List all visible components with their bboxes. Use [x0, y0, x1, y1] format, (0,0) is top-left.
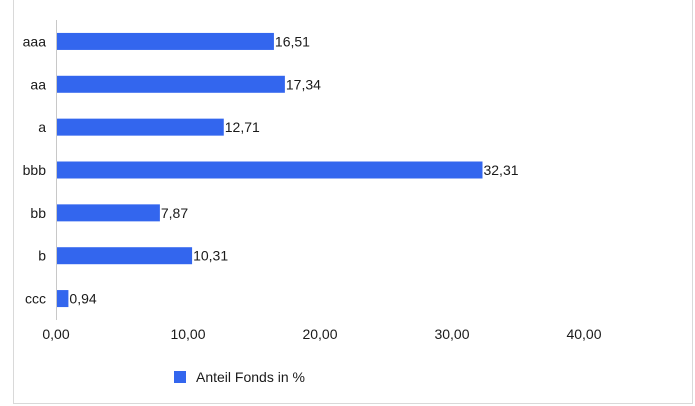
x-tick-label: 10,00: [170, 326, 205, 342]
data-label: 12,71: [225, 119, 260, 135]
legend-label: Anteil Fonds in %: [196, 369, 305, 385]
legend-swatch: [174, 371, 186, 383]
x-tick-label: 40,00: [566, 326, 601, 342]
category-label: bbb: [23, 162, 47, 178]
data-label: 0,94: [69, 291, 96, 307]
data-label: 16,51: [275, 33, 310, 49]
category-label: bb: [30, 205, 46, 221]
chart-frame: [13, 0, 693, 404]
category-label: aaa: [23, 33, 47, 49]
category-label: a: [38, 119, 46, 135]
x-tick-label: 20,00: [302, 326, 337, 342]
category-label: aa: [30, 76, 46, 92]
bar: [57, 75, 285, 93]
data-label: 17,34: [286, 76, 321, 92]
data-label: 10,31: [193, 248, 228, 264]
bar: [57, 247, 193, 265]
x-tick-label: 30,00: [434, 326, 469, 342]
data-label: 32,31: [483, 162, 518, 178]
bar: [57, 161, 483, 179]
x-tick-label: 0,00: [42, 326, 69, 342]
category-label: b: [38, 248, 46, 264]
bar: [57, 118, 224, 136]
category-label: ccc: [25, 291, 46, 307]
bar: [57, 290, 69, 308]
legend: Anteil Fonds in %: [174, 368, 305, 386]
bar: [57, 32, 274, 50]
bar: [57, 204, 160, 222]
data-label: 7,87: [161, 205, 188, 221]
